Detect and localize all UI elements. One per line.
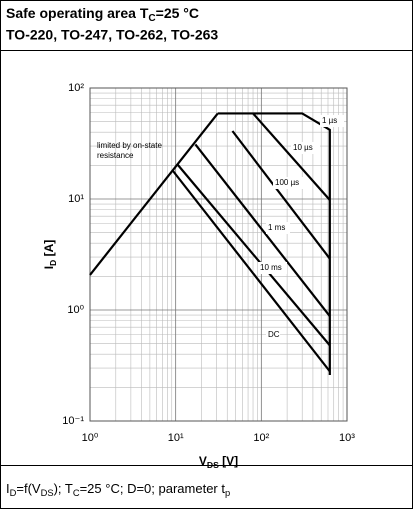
y-tick-label: 10⁻¹ [62,415,84,427]
y-tick-label: 10⁰ [67,304,84,316]
curve-label: 100 µs [275,178,299,187]
subscript: D [10,488,17,498]
x-tick-label: 10³ [339,432,355,444]
y-tick-label: 10² [68,82,84,94]
annotation: limited by on-state [97,141,162,150]
curve-label-bg [258,262,287,274]
text-run: I [42,266,56,269]
text-run: =25 °C; D=0; parameter t [80,481,226,496]
subscript: C [73,488,80,498]
y-tick-label: 10¹ [68,193,84,205]
plot-border [89,87,348,422]
text-run: [A] [42,240,56,260]
text-run: Safe operating area T [6,5,149,21]
subscript: p [225,488,230,498]
text-run: V [199,454,207,468]
text-run: =25 °C [156,5,199,21]
soa-curve [217,112,331,375]
header-subtitle: TO-220, TO-247, TO-262, TO-263 [6,27,218,43]
footer-text: ID=f(VDS); TC=25 °C; D=0; parameter tp [6,481,230,498]
subscript: D [48,260,58,266]
x-axis-label: VDS [V] [199,454,238,470]
plot [89,87,348,422]
curve-label-bg [266,329,280,341]
curve-label: 10 ms [260,263,282,272]
curve-label: 10 µs [293,143,313,152]
plot-area [90,88,347,421]
text-run: I [6,481,10,496]
soa-curve [176,164,331,347]
x-tick-label: 10² [253,432,269,444]
soa-curve [252,112,331,201]
curve-label-bg [291,142,320,154]
header-title: Safe operating area TC=25 °C [6,5,199,24]
soa-curve [231,130,331,260]
subscript: DS [207,460,219,470]
curve-label-bg [320,115,344,127]
x-tick-label: 10¹ [168,432,184,444]
text-run: ); T [54,481,73,496]
text-run: [V] [219,454,238,468]
text-run: =f(V [16,481,41,496]
annotation: resistance [97,151,134,160]
y-axis-label: ID [A] [42,240,58,270]
curve-label: 1 ms [268,223,285,232]
curve-label-bg [266,222,290,234]
soa-curve [171,169,331,373]
subscript: DS [41,488,54,498]
soa-curve [194,143,331,317]
curve-label-bg [273,177,307,189]
subscript: C [148,13,155,24]
x-tick-label: 10⁰ [82,432,99,444]
curve-label: DC [268,330,280,339]
curve-label: 1 µs [322,116,337,125]
soa-curve [89,112,219,276]
